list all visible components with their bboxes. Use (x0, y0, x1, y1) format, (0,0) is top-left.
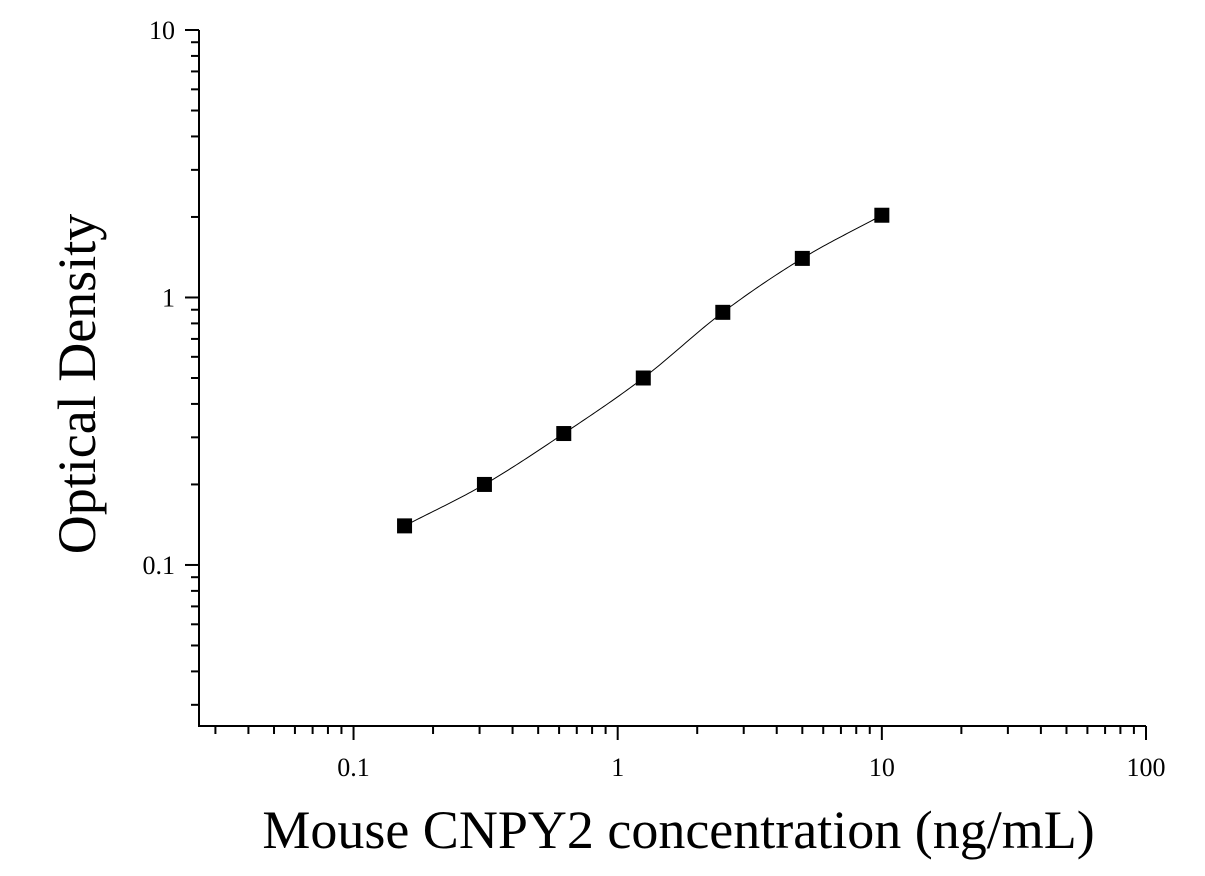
y-tick-label: 10 (149, 16, 175, 45)
ticks (185, 29, 1147, 740)
data-point (874, 207, 890, 223)
x-axis-title: Mouse CNPY2 concentration (ng/mL) (262, 800, 1094, 860)
x-tick-label: 100 (1127, 753, 1166, 782)
data-points (397, 207, 890, 534)
data-point (556, 426, 572, 442)
data-point (794, 250, 810, 266)
data-point (715, 304, 731, 320)
tick-labels: 0.1 1 10 100 0.1 1 10 (143, 16, 1166, 782)
x-tick-label: 1 (611, 753, 624, 782)
y-axis-title: Optical Density (47, 214, 107, 554)
data-point (476, 476, 492, 492)
data-point (635, 370, 651, 386)
data-point (397, 518, 413, 534)
axes (198, 30, 1146, 727)
x-tick-label: 10 (869, 753, 895, 782)
x-tick-label: 0.1 (337, 753, 370, 782)
y-tick-label: 1 (162, 283, 175, 312)
y-tick-label: 0.1 (143, 551, 176, 580)
